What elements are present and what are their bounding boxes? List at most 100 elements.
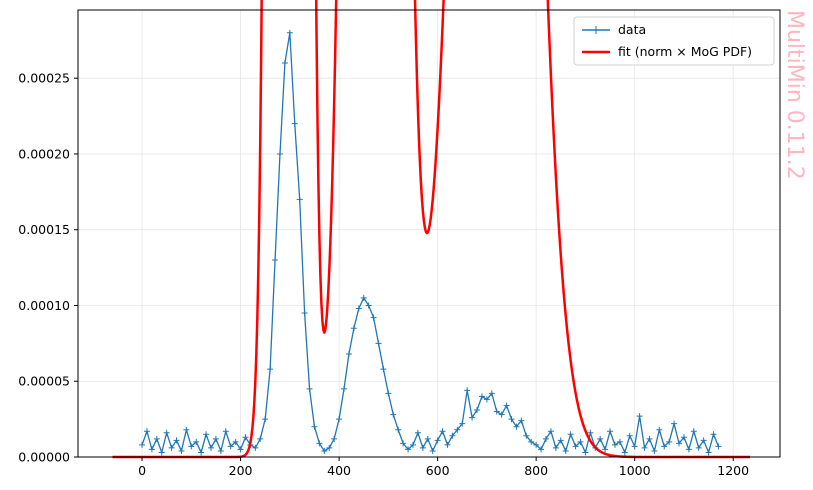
- data-point: [680, 434, 687, 441]
- data-point: [572, 443, 579, 450]
- data-point: [547, 428, 554, 435]
- watermark: MultiMin 0.11.2: [782, 10, 807, 180]
- data-point: [474, 407, 481, 414]
- data-point: [459, 420, 466, 427]
- data-point: [597, 435, 604, 442]
- data-point: [272, 257, 279, 264]
- data-point: [710, 431, 717, 438]
- data-point: [331, 435, 338, 442]
- data-point: [153, 435, 160, 442]
- data-point: [424, 435, 431, 442]
- x-tick-label: 1000: [619, 463, 651, 478]
- y-tick-label: 0.00010: [18, 298, 70, 313]
- data-point: [276, 150, 283, 157]
- data-point: [434, 437, 441, 444]
- data-point: [252, 444, 259, 451]
- data-point: [661, 443, 668, 450]
- data-point: [203, 431, 210, 438]
- x-axis: 0 200 400 600 800 1000 1200: [138, 457, 749, 478]
- data-point: [478, 393, 485, 400]
- data-point: [454, 426, 461, 433]
- data-point: [350, 325, 357, 332]
- data-line: [141, 32, 720, 454]
- data-point: [705, 449, 712, 456]
- data-point: [306, 385, 313, 392]
- plot-frame: [77, 9, 781, 458]
- data-point: [483, 396, 490, 403]
- data-point: [257, 435, 264, 442]
- data-point: [242, 434, 249, 441]
- y-tick-label: 0.00015: [18, 222, 70, 237]
- data-point: [498, 411, 505, 418]
- data-point: [469, 414, 476, 421]
- data-point: [671, 420, 678, 427]
- data-point: [286, 29, 293, 36]
- data-point: [528, 438, 535, 445]
- legend-label-data: data: [618, 22, 646, 37]
- data-point: [676, 440, 683, 447]
- data-point: [390, 411, 397, 418]
- data-point: [232, 438, 239, 445]
- data-point: [409, 441, 416, 448]
- data-point: [508, 416, 515, 423]
- data-point: [395, 426, 402, 433]
- data-point: [419, 444, 426, 451]
- data-point: [607, 428, 614, 435]
- y-tick-label: 0.00000: [18, 450, 70, 465]
- data-point: [345, 350, 352, 357]
- data-point: [148, 446, 155, 453]
- data-point: [222, 428, 229, 435]
- data-point: [656, 426, 663, 433]
- x-tick-label: 400: [327, 463, 351, 478]
- x-tick-label: 200: [229, 463, 253, 478]
- y-axis: 0.00000 0.00005 0.00010 0.00015 0.00020 0.000…: [18, 71, 78, 465]
- x-tick-label: 1200: [717, 463, 749, 478]
- data-point: [341, 385, 348, 392]
- data-point: [321, 447, 328, 454]
- data-point: [326, 444, 333, 451]
- data-point: [212, 435, 219, 442]
- data-point: [533, 441, 540, 448]
- grid: [78, 10, 780, 458]
- data-point: [695, 444, 702, 451]
- data-point: [267, 366, 274, 373]
- data-point: [439, 428, 446, 435]
- data-point: [641, 444, 648, 451]
- data-point: [178, 447, 185, 454]
- data-point: [262, 416, 269, 423]
- data-point: [621, 449, 628, 456]
- data-point: [690, 428, 697, 435]
- data-point: [158, 449, 165, 456]
- data-point: [587, 429, 594, 436]
- data-point: [414, 429, 421, 436]
- data-point: [227, 443, 234, 450]
- data-point: [631, 443, 638, 450]
- data-point: [316, 440, 323, 447]
- data-point: [139, 441, 146, 448]
- y-tick-label: 0.00005: [18, 374, 70, 389]
- data-point: [552, 444, 559, 451]
- data-point: [311, 423, 318, 430]
- data-point: [493, 408, 500, 415]
- legend-label-fit: fit (norm × MoG PDF): [618, 44, 752, 59]
- data-series: [139, 29, 722, 456]
- data-point: [173, 437, 180, 444]
- data-point: [380, 366, 387, 373]
- data-point: [143, 428, 150, 435]
- data-point: [523, 432, 530, 439]
- data-point: [217, 447, 224, 454]
- data-point: [183, 426, 190, 433]
- data-point: [336, 416, 343, 423]
- data-point: [616, 438, 623, 445]
- data-point: [557, 437, 564, 444]
- data-point: [715, 443, 722, 450]
- data-point: [685, 446, 692, 453]
- data-point: [464, 387, 471, 394]
- data-point: [296, 196, 303, 203]
- data-point: [513, 423, 520, 430]
- data-point: [700, 437, 707, 444]
- data-point: [543, 435, 549, 442]
- data-point: [168, 444, 175, 451]
- data-point: [503, 402, 510, 409]
